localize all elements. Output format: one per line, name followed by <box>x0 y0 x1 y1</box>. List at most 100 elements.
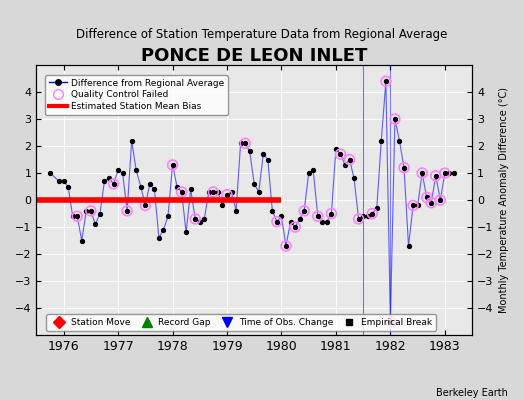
Point <box>223 192 231 198</box>
Point <box>282 243 290 249</box>
Point <box>350 175 358 182</box>
Point <box>110 181 118 187</box>
Point <box>395 138 403 144</box>
Point <box>69 213 77 220</box>
Point <box>327 210 335 217</box>
Point <box>205 189 213 195</box>
Point <box>327 210 335 217</box>
Point <box>427 200 435 206</box>
Point <box>422 194 431 200</box>
Point <box>150 186 159 192</box>
Point <box>118 170 127 176</box>
Point <box>159 226 168 233</box>
Point <box>100 178 108 184</box>
Point <box>173 183 181 190</box>
Point <box>332 146 340 152</box>
Point <box>273 218 281 225</box>
Text: Difference of Station Temperature Data from Regional Average: Difference of Station Temperature Data f… <box>77 28 447 41</box>
Point <box>313 213 322 220</box>
Point <box>354 216 363 222</box>
Point <box>345 156 354 163</box>
Point <box>386 318 395 325</box>
Point <box>246 148 254 155</box>
Point <box>164 213 172 220</box>
Point <box>323 218 331 225</box>
Point <box>386 318 395 325</box>
Point <box>304 170 313 176</box>
Point <box>55 178 63 184</box>
Point <box>250 181 258 187</box>
Point <box>400 164 408 171</box>
Point <box>318 218 326 225</box>
Point <box>182 229 190 236</box>
Point <box>96 210 104 217</box>
Point <box>191 216 200 222</box>
Text: Berkeley Earth: Berkeley Earth <box>436 388 508 398</box>
Point <box>364 213 372 220</box>
Point <box>200 216 209 222</box>
Point <box>282 243 290 249</box>
Point <box>336 151 345 157</box>
Point <box>178 189 186 195</box>
Point <box>436 197 444 203</box>
Point <box>59 178 68 184</box>
Point <box>187 186 195 192</box>
Point <box>368 210 376 217</box>
Point <box>82 208 91 214</box>
Point <box>341 162 349 168</box>
Point <box>359 213 367 220</box>
Point <box>73 213 81 220</box>
Y-axis label: Monthly Temperature Anomaly Difference (°C): Monthly Temperature Anomaly Difference (… <box>499 87 509 313</box>
Point <box>168 162 177 168</box>
Point <box>291 224 299 230</box>
Point <box>105 175 113 182</box>
Point <box>273 218 281 225</box>
Point <box>155 235 163 241</box>
Point <box>141 202 149 209</box>
Point <box>214 189 222 195</box>
Point <box>450 170 458 176</box>
Point <box>368 210 376 217</box>
Point <box>418 170 427 176</box>
Point <box>441 170 449 176</box>
Point <box>123 208 132 214</box>
Point <box>191 216 200 222</box>
Point <box>46 170 54 176</box>
Point <box>268 208 277 214</box>
Point <box>277 213 286 220</box>
Point <box>132 167 140 174</box>
Point <box>432 172 440 179</box>
Point <box>110 181 118 187</box>
Point <box>91 221 100 228</box>
Point <box>78 237 86 244</box>
Point <box>345 156 354 163</box>
Point <box>241 140 249 146</box>
Point <box>413 202 422 209</box>
Point <box>296 216 304 222</box>
Point <box>354 216 363 222</box>
Point <box>219 202 227 209</box>
Point <box>286 218 294 225</box>
Point <box>137 183 145 190</box>
Point <box>259 151 268 157</box>
Point <box>255 189 263 195</box>
Point <box>300 208 308 214</box>
Point <box>300 208 308 214</box>
Point <box>236 140 245 146</box>
Point <box>114 167 122 174</box>
Point <box>445 170 454 176</box>
Point <box>241 140 249 146</box>
Point <box>436 197 444 203</box>
Title: PONCE DE LEON INLET: PONCE DE LEON INLET <box>141 47 367 65</box>
Point <box>400 164 408 171</box>
Point <box>141 202 149 209</box>
Point <box>377 138 386 144</box>
Point <box>123 208 132 214</box>
Point <box>391 116 399 122</box>
Point <box>391 116 399 122</box>
Legend: Station Move, Record Gap, Time of Obs. Change, Empirical Break: Station Move, Record Gap, Time of Obs. C… <box>47 314 436 331</box>
Point <box>409 202 417 209</box>
Point <box>405 243 413 249</box>
Point <box>422 194 431 200</box>
Point <box>291 224 299 230</box>
